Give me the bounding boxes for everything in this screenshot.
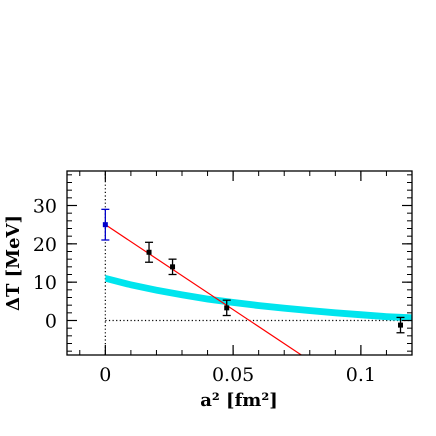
y-tick-label: 20 bbox=[33, 234, 57, 256]
marker bbox=[398, 322, 403, 328]
y-axis-label: ΔT [MeV] bbox=[3, 215, 24, 311]
y-tick-label: 10 bbox=[33, 272, 57, 294]
y-tick-label: 30 bbox=[33, 196, 57, 218]
marker bbox=[146, 249, 152, 255]
marker bbox=[102, 222, 108, 228]
data-point-3 bbox=[222, 299, 231, 317]
marker bbox=[224, 305, 230, 311]
data-point-4 bbox=[396, 316, 405, 334]
x-tick-label: 0 bbox=[99, 364, 111, 386]
data-point-2 bbox=[168, 258, 177, 276]
plot-frame bbox=[66, 170, 413, 356]
data-point-1 bbox=[145, 241, 154, 263]
y-tick-label: 0 bbox=[45, 311, 57, 333]
marker bbox=[170, 264, 176, 270]
x-axis-label: a² [fm²] bbox=[200, 390, 278, 411]
linear-fit-line bbox=[105, 224, 302, 355]
x-tick-label: 0.1 bbox=[346, 364, 376, 386]
extrapolated-point bbox=[101, 208, 110, 241]
continuum-extrapolation-band bbox=[105, 274, 412, 322]
x-tick-label: 0.05 bbox=[212, 364, 254, 386]
